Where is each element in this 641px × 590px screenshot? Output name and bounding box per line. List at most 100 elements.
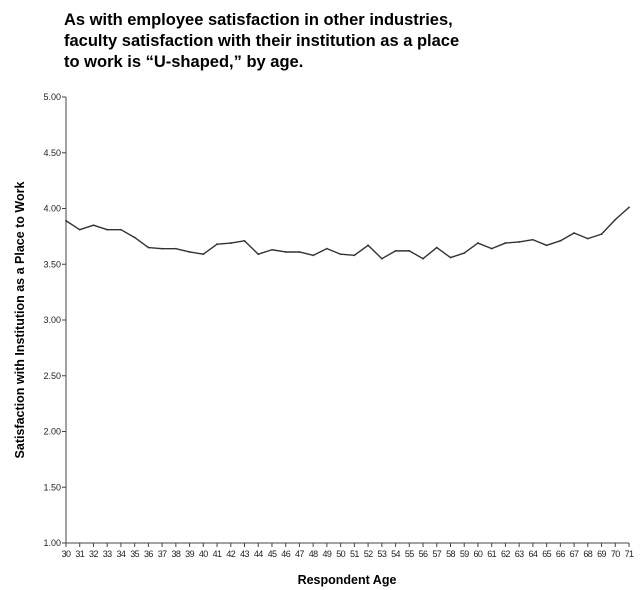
x-tick-label: 66 [556, 549, 565, 559]
data-point [504, 242, 507, 244]
data-point [271, 248, 273, 251]
x-tick-label: 51 [350, 549, 359, 559]
x-tick-label: 34 [117, 549, 126, 559]
x-tick-label: 36 [144, 549, 153, 559]
data-point [106, 228, 109, 231]
data-point [202, 253, 205, 256]
data-point [78, 228, 81, 231]
x-tick-label: 56 [419, 549, 428, 559]
data-point [339, 253, 342, 256]
x-tick-label: 47 [295, 549, 304, 559]
data-point [477, 242, 479, 244]
x-tick-label: 71 [625, 549, 634, 559]
x-tick-label: 50 [336, 549, 345, 559]
data-point [298, 251, 301, 253]
data-point [559, 239, 562, 242]
data-point [216, 243, 218, 246]
x-tick-label: 58 [446, 549, 455, 559]
y-tick-label: 5.00 [43, 92, 61, 102]
data-point [435, 246, 438, 249]
data-point [586, 237, 589, 240]
data-point [573, 232, 575, 234]
data-point [449, 256, 452, 259]
y-tick-label: 3.50 [43, 259, 61, 269]
x-tick-label: 33 [103, 549, 112, 559]
data-point [92, 224, 95, 227]
y-tick-label: 1.50 [43, 482, 61, 492]
x-tick-label: 41 [213, 549, 222, 559]
data-point [147, 246, 150, 249]
x-axis-label: Respondent Age [298, 573, 397, 587]
data-point [120, 228, 122, 231]
x-tick-label: 69 [597, 549, 606, 559]
x-tick-label: 30 [62, 549, 71, 559]
data-point [174, 247, 177, 250]
x-tick-label: 38 [171, 549, 180, 559]
data-point [353, 254, 356, 257]
data-point [65, 219, 67, 222]
x-tick-label: 60 [474, 549, 483, 559]
data-point [408, 249, 411, 252]
y-tick-label: 2.50 [43, 371, 61, 381]
y-tick-label: 4.50 [43, 148, 61, 158]
data-point [133, 236, 136, 239]
x-tick-label: 52 [364, 549, 373, 559]
x-tick-label: 55 [405, 549, 414, 559]
x-tick-label: 61 [487, 549, 496, 559]
data-point [600, 233, 603, 236]
y-axis-ticks: 1.00 1.50 2.00 2.50 3.00 3.50 4.00 4.50 5.00 [43, 92, 66, 548]
series-layer [65, 206, 630, 260]
data-point [422, 257, 424, 260]
x-tick-label: 31 [75, 549, 84, 559]
data-point [628, 206, 630, 209]
y-tick-label: 1.00 [43, 538, 61, 548]
data-point [545, 244, 548, 247]
y-tick-label: 4.00 [43, 204, 61, 214]
x-tick-label: 59 [460, 549, 469, 559]
x-tick-label: 57 [432, 549, 441, 559]
y-tick-label: 3.00 [43, 315, 61, 325]
data-point [367, 244, 369, 247]
x-tick-label: 48 [309, 549, 318, 559]
data-point [518, 241, 521, 243]
x-tick-label: 54 [391, 549, 400, 559]
data-point [394, 249, 397, 252]
data-point [229, 242, 232, 244]
series-line [65, 206, 630, 260]
x-tick-label: 53 [377, 549, 386, 559]
x-tick-label: 35 [130, 549, 139, 559]
data-point [463, 252, 466, 255]
data-point [326, 247, 328, 250]
data-point [312, 254, 315, 257]
plot-frame [65, 97, 629, 544]
data-point [243, 239, 246, 242]
x-tick-label: 67 [570, 549, 579, 559]
y-axis-label: Satisfaction with Institution as a Place… [13, 182, 27, 459]
x-tick-label: 46 [281, 549, 290, 559]
x-tick-label: 42 [226, 549, 235, 559]
x-tick-label: 32 [89, 549, 98, 559]
x-tick-label: 43 [240, 549, 249, 559]
chart-title: As with employee satisfaction in other i… [64, 11, 460, 71]
x-tick-label: 70 [611, 549, 620, 559]
x-axis-ticks: 30 31 32 33 34 35 36 37 38 39 40 41 42 43 44 45 46 47 48 49… [62, 543, 635, 559]
data-point [257, 253, 260, 256]
data-point [188, 251, 191, 253]
data-point [614, 218, 617, 221]
data-point [490, 247, 493, 250]
x-tick-label: 37 [158, 549, 167, 559]
data-point [284, 251, 287, 253]
x-tick-label: 62 [501, 549, 510, 559]
y-tick-label: 2.00 [43, 427, 61, 437]
x-tick-label: 39 [185, 549, 194, 559]
x-tick-label: 63 [515, 549, 524, 559]
x-tick-label: 45 [268, 549, 277, 559]
x-tick-label: 40 [199, 549, 208, 559]
x-tick-label: 44 [254, 549, 263, 559]
x-tick-label: 65 [542, 549, 551, 559]
x-tick-label: 49 [322, 549, 331, 559]
data-point [531, 238, 534, 241]
x-tick-label: 68 [583, 549, 592, 559]
data-point [380, 257, 383, 260]
